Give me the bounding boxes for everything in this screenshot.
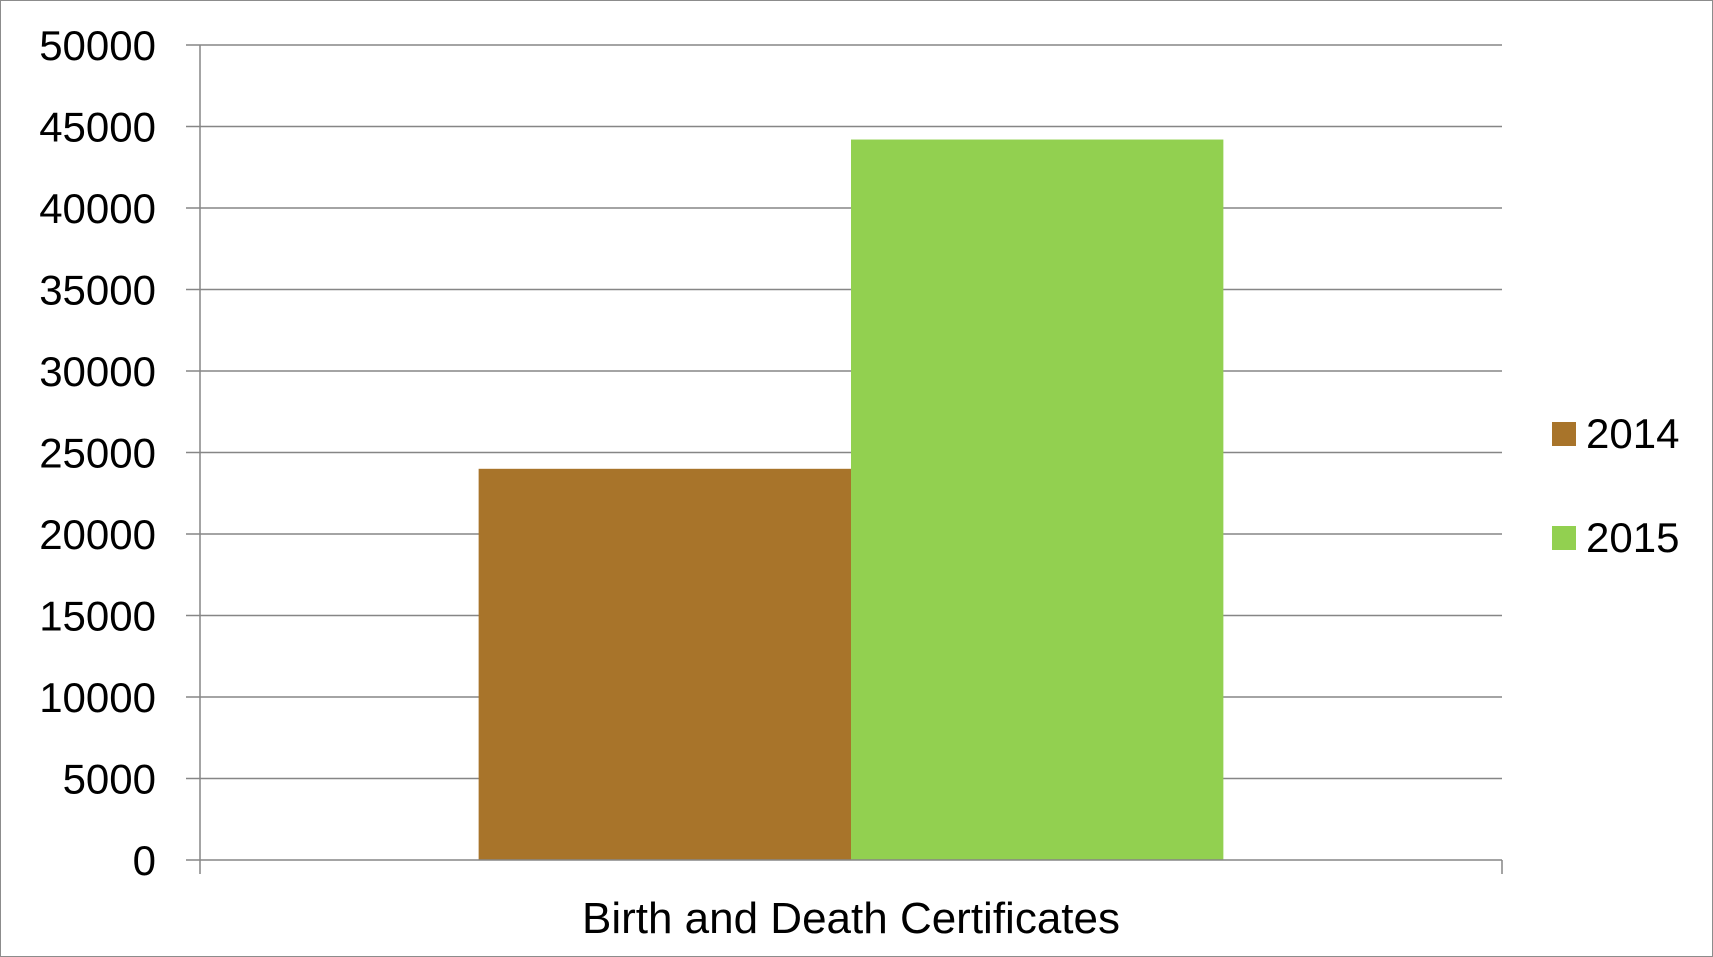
x-category-labels: Birth and Death Certificates bbox=[582, 894, 1120, 943]
legend-swatch-2014 bbox=[1552, 422, 1576, 446]
legend-swatch-2015 bbox=[1552, 526, 1576, 550]
bar-2015 bbox=[851, 139, 1224, 861]
x-category-label: Birth and Death Certificates bbox=[582, 894, 1120, 943]
legend: 2014 2015 bbox=[1552, 410, 1679, 561]
y-tick-label: 20000 bbox=[39, 511, 156, 558]
y-tick-label: 40000 bbox=[39, 185, 156, 232]
y-tick-label: 50000 bbox=[39, 22, 156, 69]
y-tick-label: 10000 bbox=[39, 674, 156, 721]
y-tick-label: 35000 bbox=[39, 267, 156, 314]
y-tick-label: 30000 bbox=[39, 348, 156, 395]
y-tick-label: 15000 bbox=[39, 593, 156, 640]
legend-label-2015: 2015 bbox=[1586, 514, 1679, 561]
gridlines bbox=[200, 44, 1502, 780]
legend-label-2014: 2014 bbox=[1586, 410, 1679, 457]
bar-2014 bbox=[478, 468, 851, 860]
y-tick-label: 0 bbox=[133, 837, 156, 884]
y-tick-label: 5000 bbox=[63, 756, 156, 803]
y-tick-label: 45000 bbox=[39, 104, 156, 151]
y-tick-label: 25000 bbox=[39, 430, 156, 477]
axes bbox=[186, 44, 1503, 874]
bars bbox=[478, 139, 1224, 861]
y-tick-labels: 0 5000 10000 15000 20000 25000 30000 35000 40000… bbox=[39, 22, 156, 884]
